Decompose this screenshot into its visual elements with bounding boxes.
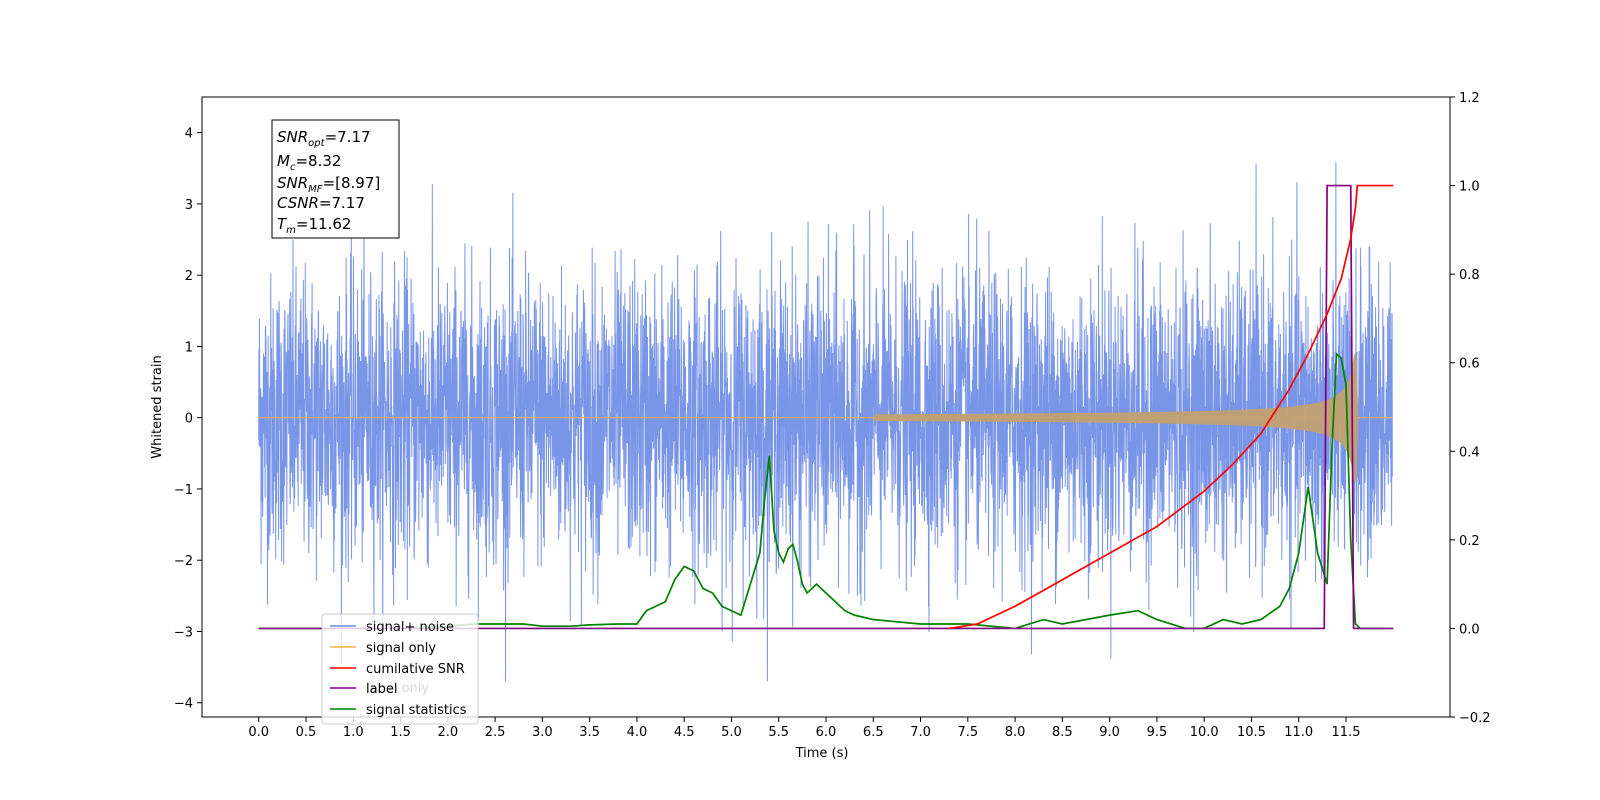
- x-tick-label: 2.0: [437, 725, 458, 740]
- legend-label-signal-noise: signal+ noise: [366, 620, 454, 635]
- y2-tick-label: 0.4: [1459, 445, 1480, 460]
- x-tick-label: 1.5: [390, 725, 411, 740]
- legend-hidden-label: label only: [366, 681, 429, 696]
- x-tick-label: 2.5: [485, 725, 506, 740]
- y2-tick-label: 0.6: [1459, 357, 1480, 372]
- y-tick-label: −1: [174, 483, 193, 498]
- y-axis-label: Whitened strain: [150, 355, 165, 458]
- signal-only-series: [258, 353, 1393, 482]
- y-tick-label: 4: [185, 127, 193, 142]
- x-tick-label: 4.0: [627, 725, 648, 740]
- x-tick-label: 0.5: [296, 725, 317, 740]
- annotation-box: SNRopt=7.17 Mc=8.32 SNRMF=[8.97] CSNR=7.…: [271, 119, 400, 239]
- x-tick-label: 7.5: [957, 725, 978, 740]
- y2-tick-label: 0.2: [1459, 534, 1480, 549]
- cumulative-snr-line: [948, 184, 1394, 630]
- x-tick-label: 3.0: [532, 725, 553, 740]
- x-tick-label: 9.0: [1099, 725, 1120, 740]
- x-tick-label: 8.5: [1052, 725, 1073, 740]
- signal-noise-series: [258, 162, 1393, 682]
- label-line: [258, 184, 1394, 630]
- x-tick-label: 4.5: [674, 725, 695, 740]
- annotation-mc: Mc=8.32: [277, 152, 341, 173]
- x-tick-label: 0.0: [248, 725, 269, 740]
- x-tick-label: 5.5: [768, 725, 789, 740]
- y2-tick-label: 1.2: [1459, 91, 1480, 106]
- y2-tick-label: 0.8: [1459, 268, 1480, 283]
- x-tick-label: 8.0: [1005, 725, 1026, 740]
- legend: label only signal+ noise signal only cum…: [321, 613, 479, 725]
- legend-label-cumulative-snr: cumilative SNR: [366, 662, 465, 677]
- x-tick-label: 1.0: [343, 725, 364, 740]
- signal-statistics-line: [258, 351, 1384, 630]
- signal-only-envelope: [258, 353, 1393, 482]
- x-tick-label: 5.0: [721, 725, 742, 740]
- y2-tick-label: −0.2: [1459, 711, 1491, 726]
- y-tick-label: −2: [174, 554, 193, 569]
- legend-label-label: label: [366, 682, 397, 697]
- x-tick-label: 11.0: [1284, 725, 1313, 740]
- x-tick-label: 9.5: [1147, 725, 1168, 740]
- y-tick-label: 1: [185, 340, 193, 355]
- annotation-snr-opt: SNRopt=7.17: [277, 128, 371, 149]
- y2-tick-label: 1.0: [1459, 180, 1480, 195]
- annotation-csnr: CSNR=7.17: [277, 194, 365, 212]
- annotation-snr-mf: SNRMF=[8.97]: [277, 174, 380, 195]
- legend-label-signal-statistics: signal statistics: [366, 703, 467, 718]
- y-tick-label: 2: [185, 269, 193, 284]
- x-tick-label: 10.5: [1237, 725, 1266, 740]
- x-tick-label: 3.5: [579, 725, 600, 740]
- x-tick-label: 6.0: [816, 725, 837, 740]
- annotation-tm: Tm=11.62: [277, 215, 351, 236]
- y-tick-label: 3: [185, 198, 193, 213]
- signal-noise-line: [258, 162, 1393, 682]
- legend-label-signal-only: signal only: [366, 641, 436, 656]
- y-tick-label: 0: [185, 412, 193, 427]
- x-tick-label: 11.5: [1332, 725, 1361, 740]
- x-tick-label: 6.5: [863, 725, 884, 740]
- x-tick-label: 7.0: [910, 725, 931, 740]
- x-axis-label: Time (s): [795, 746, 849, 761]
- y2-tick-label: 0.0: [1459, 622, 1480, 637]
- y-tick-label: −4: [174, 697, 193, 712]
- x-tick-label: 10.0: [1190, 725, 1219, 740]
- y-tick-label: −3: [174, 625, 193, 640]
